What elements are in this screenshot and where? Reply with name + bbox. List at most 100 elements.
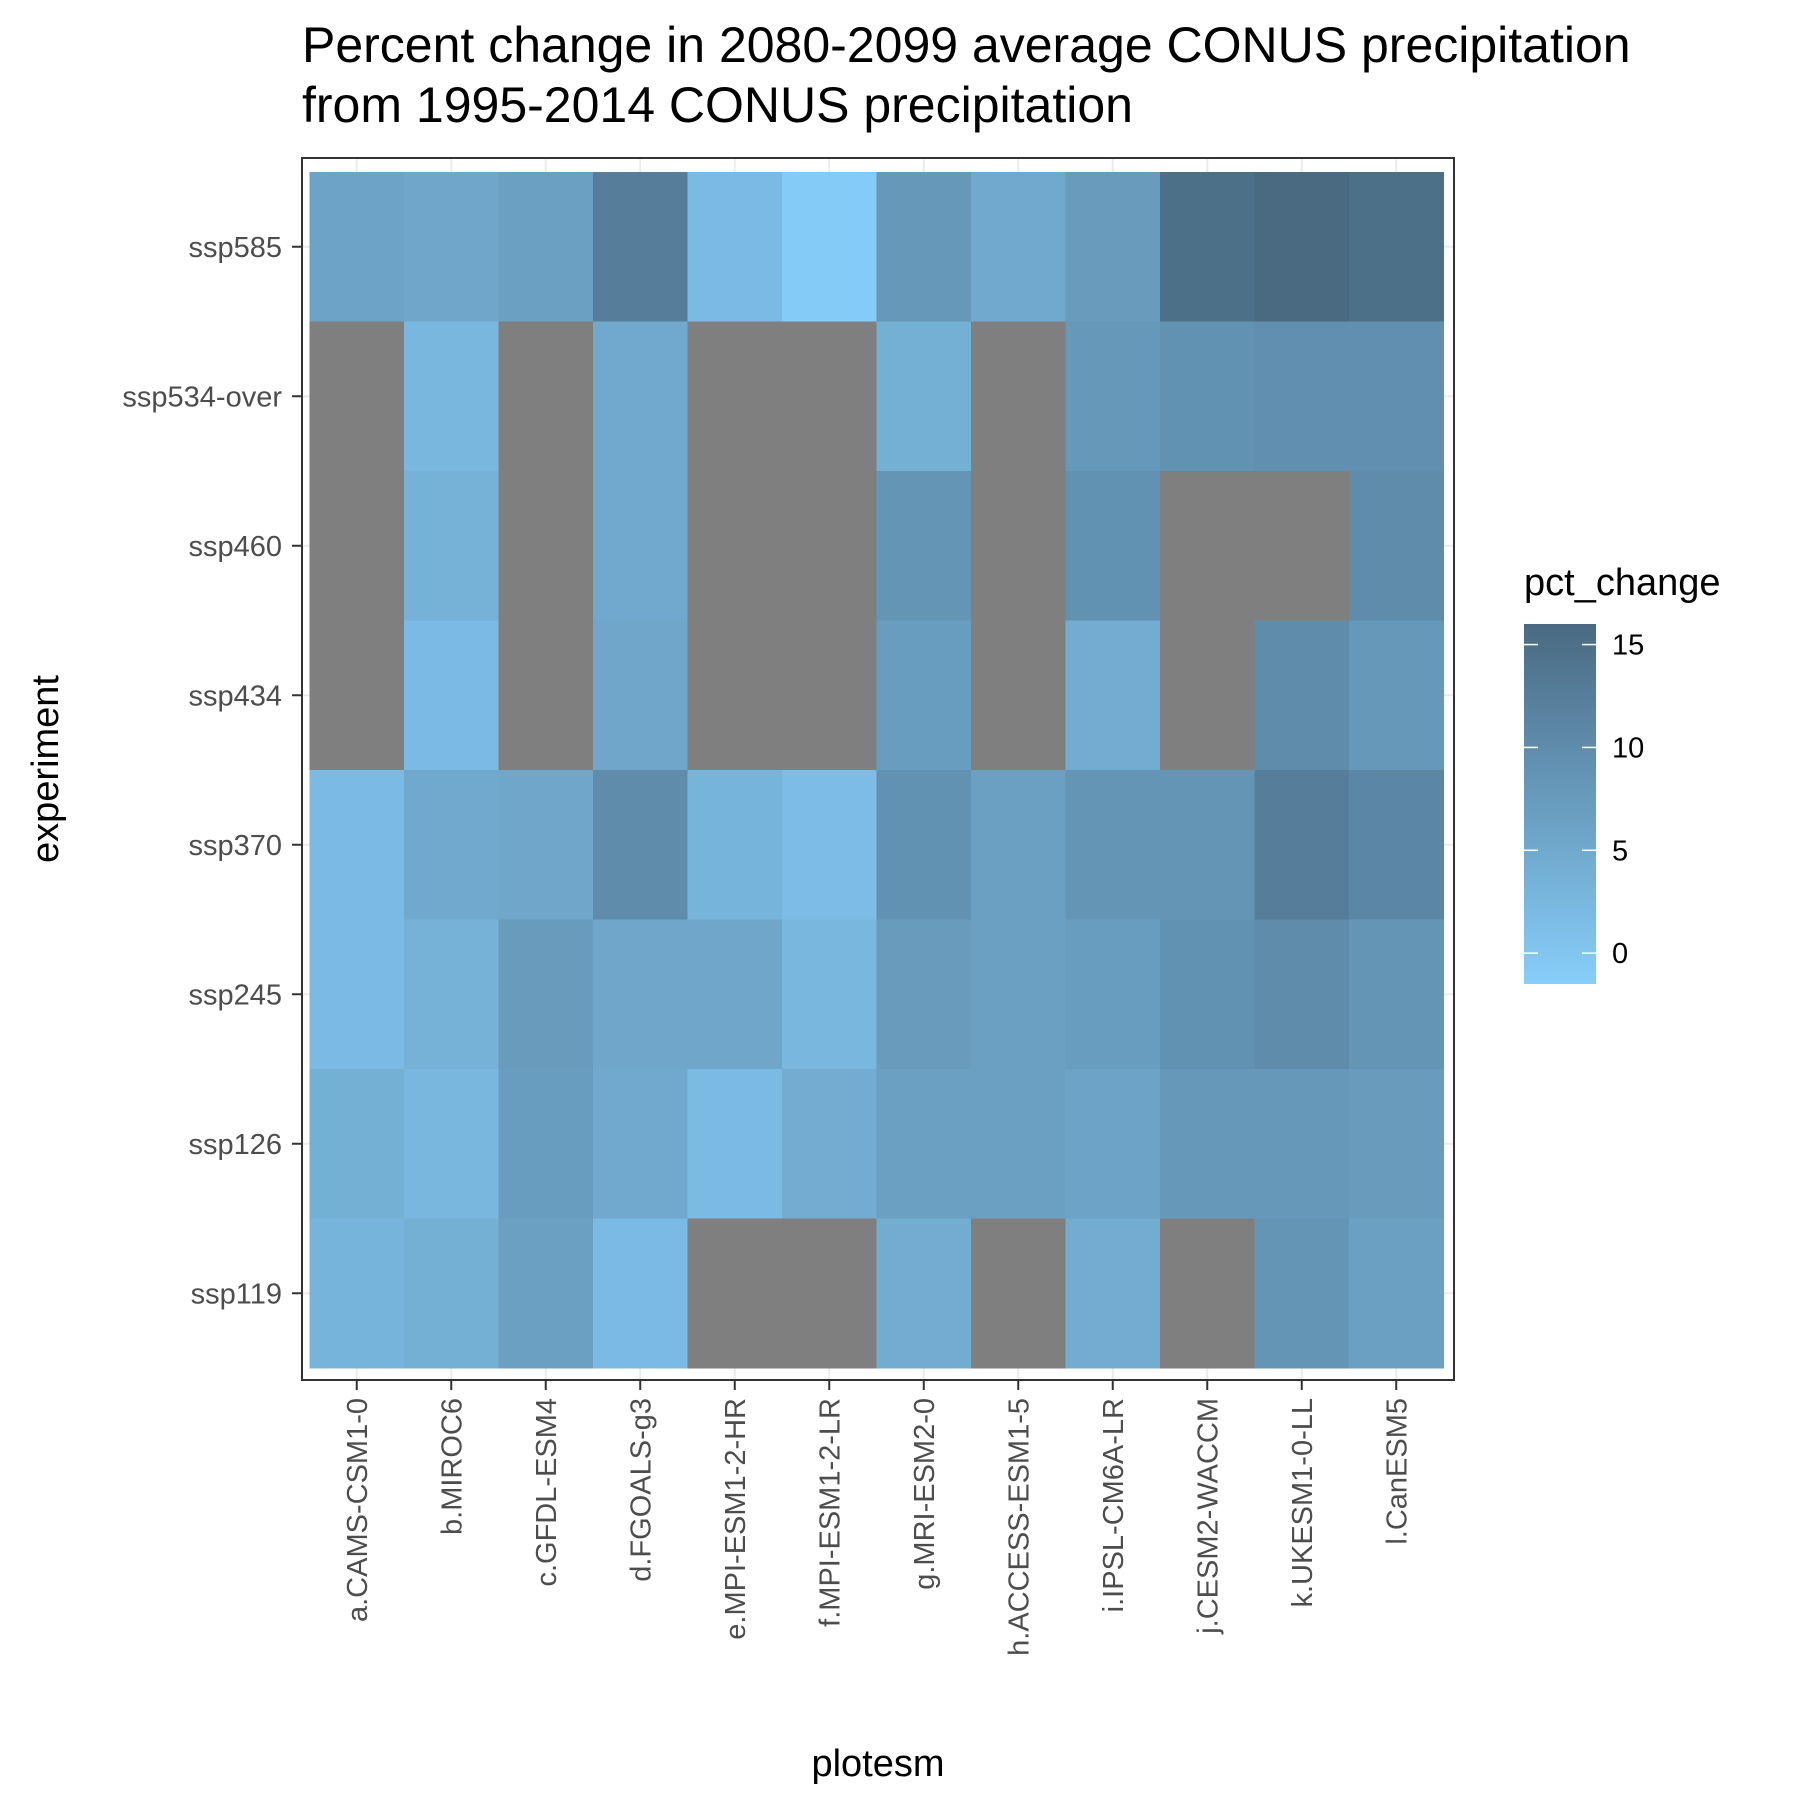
heatmap-cell — [1254, 471, 1350, 621]
x-tick-label: a.CAMS-CSM1-0 — [342, 1398, 374, 1622]
heatmap-cell — [1065, 1218, 1161, 1369]
heatmap-cell — [498, 471, 594, 621]
heatmap-cell — [593, 1218, 688, 1369]
x-tick-label: e.MPI-ESM1-2-HR — [720, 1398, 752, 1640]
x-tick-label: h.ACCESS-ESM1-5 — [1003, 1398, 1035, 1656]
x-tick-label: k.UKESM1-0-LL — [1287, 1398, 1319, 1608]
heatmap-cell — [404, 1218, 499, 1369]
heatmap-cell — [782, 471, 877, 621]
heatmap-cell — [876, 770, 972, 920]
heatmap-cell — [1349, 321, 1444, 472]
heatmap-cell — [404, 321, 499, 472]
heatmap-cell — [593, 172, 688, 322]
heatmap-cell — [782, 321, 877, 472]
heatmap-cell — [1349, 919, 1444, 1070]
y-axis-title: experiment — [25, 675, 67, 863]
x-axis-title: plotesm — [811, 1743, 944, 1785]
heatmap-cell — [593, 919, 688, 1070]
heatmap-cell — [404, 620, 499, 771]
heatmap-cell — [593, 1069, 688, 1219]
heatmap-cell — [1160, 1069, 1255, 1219]
y-tick-label: ssp534-over — [122, 381, 282, 413]
heatmap-cell — [687, 172, 783, 322]
heatmap-cell — [1349, 172, 1444, 322]
heatmap-cell — [1160, 770, 1255, 920]
heatmap-cell — [1349, 620, 1444, 771]
heatmap-cell — [593, 471, 688, 621]
heatmap-cell — [782, 620, 877, 771]
heatmap-cell — [1160, 1218, 1255, 1369]
heatmap-cell — [593, 321, 688, 472]
heatmap-cell — [309, 620, 405, 771]
heatmap-cell — [782, 919, 877, 1070]
heatmap-cell — [687, 770, 783, 920]
heatmap-cell — [876, 919, 972, 1070]
heatmap-cell — [687, 1218, 783, 1369]
heatmap-cell — [309, 471, 405, 621]
heatmap-cell — [1349, 770, 1444, 920]
heatmap-cell — [1065, 620, 1161, 771]
heatmap-cell — [1349, 1069, 1444, 1219]
x-tick-label: b.MIROC6 — [436, 1398, 468, 1535]
heatmap-cell — [404, 1069, 499, 1219]
heatmap-cell — [971, 919, 1066, 1070]
colorbar-legend: pct_change 0 5 10 15 — [1524, 562, 1721, 984]
y-axis-ticks: ssp585 ssp534-over ssp460 ssp434 ssp370 ssp24… — [122, 232, 302, 1310]
heatmap-cell — [1349, 1218, 1444, 1369]
colorbar-tick-label: 15 — [1612, 630, 1644, 662]
heatmap-cell — [1349, 471, 1444, 621]
heatmap-cell — [498, 1218, 594, 1369]
colorbar-title: pct_change — [1524, 562, 1721, 604]
heatmap-cell — [687, 919, 783, 1070]
heatmap-cell — [498, 172, 594, 322]
chart-title-line-2: from 1995-2014 CONUS precipitation — [302, 77, 1133, 133]
heatmap-cell — [309, 172, 405, 322]
heatmap-cell — [971, 321, 1066, 472]
heatmap-cell — [498, 620, 594, 771]
heatmap-cell — [1254, 172, 1350, 322]
y-tick-label: ssp460 — [188, 531, 282, 563]
heatmap-cell — [1160, 620, 1255, 771]
heatmap-cell — [1254, 1069, 1350, 1219]
heatmap-cell — [876, 321, 972, 472]
heatmap-cell — [309, 919, 405, 1070]
heatmap-cell — [782, 1218, 877, 1369]
heatmap-cell — [971, 172, 1066, 322]
heatmap-cell — [309, 1069, 405, 1219]
y-tick-label: ssp370 — [188, 830, 282, 862]
heatmap-cell — [498, 1069, 594, 1219]
heatmap-cell — [309, 321, 405, 472]
heatmap-cell — [1160, 919, 1255, 1070]
heatmap-cell — [1160, 172, 1255, 322]
y-tick-label: ssp126 — [188, 1129, 282, 1161]
x-axis-ticks: a.CAMS-CSM1-0 b.MIROC6 c.GFDL-ESM4 d.FGOALS… — [342, 1380, 1413, 1656]
heatmap-cell — [1065, 919, 1161, 1070]
y-tick-label: ssp585 — [188, 232, 282, 264]
heatmap-cell — [782, 770, 877, 920]
heatmap-cell — [876, 172, 972, 322]
y-tick-label: ssp119 — [191, 1278, 282, 1310]
heatmap-cell — [971, 1069, 1066, 1219]
heatmap-cell — [1160, 321, 1255, 472]
heatmap-cell — [1254, 770, 1350, 920]
heatmap-cell — [971, 770, 1066, 920]
heatmap-cell — [1065, 172, 1161, 322]
x-tick-label: g.MRI-ESM2-0 — [909, 1398, 941, 1590]
heatmap-cell — [687, 471, 783, 621]
heatmap-cell — [876, 1218, 972, 1369]
heatmap-cell — [309, 770, 405, 920]
heatmap-cell — [876, 471, 972, 621]
heatmap-cell — [1160, 471, 1255, 621]
chart-title-line-1: Percent change in 2080-2099 average CONU… — [302, 17, 1631, 73]
heatmap-cell — [687, 321, 783, 472]
heatmap-cells — [309, 172, 1444, 1369]
heatmap-cell — [971, 471, 1066, 621]
heatmap-cell — [498, 770, 594, 920]
heatmap-cell — [593, 770, 688, 920]
heatmap-cell — [782, 1069, 877, 1219]
heatmap-cell — [971, 1218, 1066, 1369]
heatmap-cell — [1254, 321, 1350, 472]
heatmap-cell — [687, 620, 783, 771]
x-tick-label: c.GFDL-ESM4 — [531, 1398, 563, 1587]
